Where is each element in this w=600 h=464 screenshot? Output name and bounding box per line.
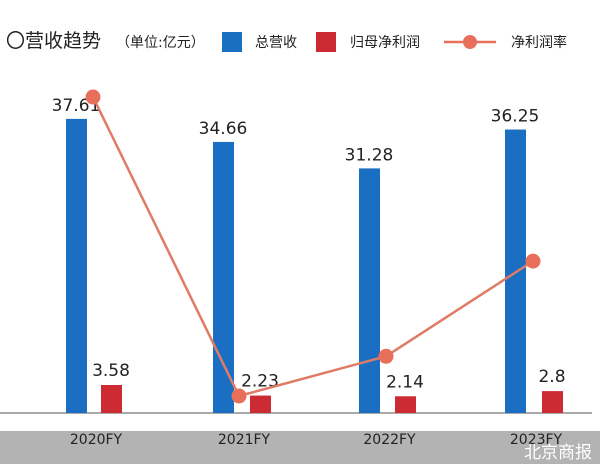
point-net-margin (231, 388, 247, 404)
data-label-net-profit: 3.58 (92, 361, 130, 381)
footer-band (0, 431, 600, 464)
x-tick-label: 2023FY (510, 432, 563, 448)
legend-swatch-revenue (222, 32, 242, 52)
point-net-margin (378, 348, 394, 364)
legend-label-margin: 净利润率 (511, 34, 567, 51)
data-label-revenue: 34.66 (199, 119, 248, 139)
data-label-net-profit: 2.8 (538, 367, 565, 387)
watermark: 北京商报 (524, 443, 592, 463)
data-label-net-profit: 2.23 (241, 372, 279, 392)
chart-title: 〇营收趋势 (6, 30, 101, 52)
legend-marker-margin (463, 35, 477, 49)
point-net-margin (85, 89, 101, 105)
legend-label-net-profit: 归母净利润 (350, 34, 420, 51)
line-net-margin (91, 96, 534, 398)
data-label-revenue: 36.25 (491, 107, 540, 127)
chart-unit: （单位:亿元） (116, 35, 205, 51)
bar-revenue (213, 141, 234, 413)
x-tick-label: 2022FY (363, 432, 416, 448)
x-tick-label: 2020FY (70, 432, 123, 448)
bar-net-profit (542, 391, 563, 413)
bar-net-profit (101, 385, 122, 413)
bar-revenue (359, 168, 380, 413)
bar-net-profit (250, 395, 271, 413)
data-label-revenue: 31.28 (345, 145, 394, 165)
legend-swatch-net-profit (316, 32, 336, 52)
x-tick-label: 2021FY (218, 432, 271, 448)
legend-label-revenue: 总营收 (255, 35, 297, 51)
point-net-margin (525, 253, 541, 269)
bar-revenue (66, 118, 87, 413)
bar-net-profit (395, 396, 416, 413)
data-label-net-profit: 2.14 (386, 372, 424, 392)
